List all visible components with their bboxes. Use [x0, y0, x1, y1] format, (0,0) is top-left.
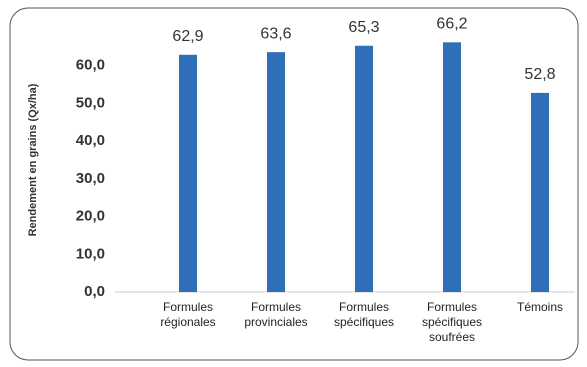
value-label: 63,6	[260, 25, 291, 42]
bar	[267, 52, 285, 292]
y-tick-label: 20,0	[76, 208, 105, 225]
bar	[531, 92, 549, 293]
bar	[179, 54, 197, 292]
y-tick-label: 60,0	[76, 57, 105, 74]
bar	[443, 42, 461, 293]
x-tick-label: Formules spécifiques soufrées	[421, 300, 483, 344]
x-tick-label: Témoins	[516, 300, 563, 314]
x-tick-label: Formules spécifiques	[333, 300, 395, 329]
value-label: 52,8	[524, 66, 555, 83]
y-tick-label: 10,0	[76, 245, 105, 262]
y-tick-label: 30,0	[76, 170, 105, 187]
x-tick-label: Formules régionales	[160, 300, 216, 329]
value-label: 62,9	[172, 28, 203, 45]
value-label: 66,2	[436, 16, 467, 33]
value-label: 65,3	[348, 19, 379, 36]
y-axis-label: Rendement en grains (Qx/ha)	[27, 83, 39, 236]
x-tick-label: Formules provinciales	[244, 300, 308, 329]
y-tick-label: 40,0	[76, 132, 105, 149]
y-tick-label: 50,0	[76, 94, 105, 111]
chart-border	[9, 7, 579, 361]
bar	[355, 45, 373, 293]
y-tick-label: 0,0	[84, 283, 105, 300]
